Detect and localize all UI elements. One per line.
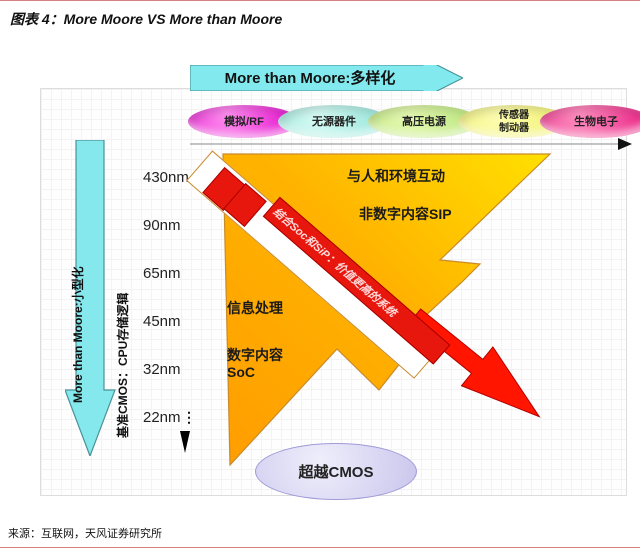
- svg-text:非数字内容SIP: 非数字内容SIP: [359, 206, 452, 222]
- svg-text:信息处理: 信息处理: [227, 300, 283, 316]
- svg-text:数字内容: 数字内容: [227, 347, 283, 363]
- svg-text:SoC: SoC: [227, 364, 255, 380]
- svg-text:与人和环境互动: 与人和环境互动: [347, 168, 445, 184]
